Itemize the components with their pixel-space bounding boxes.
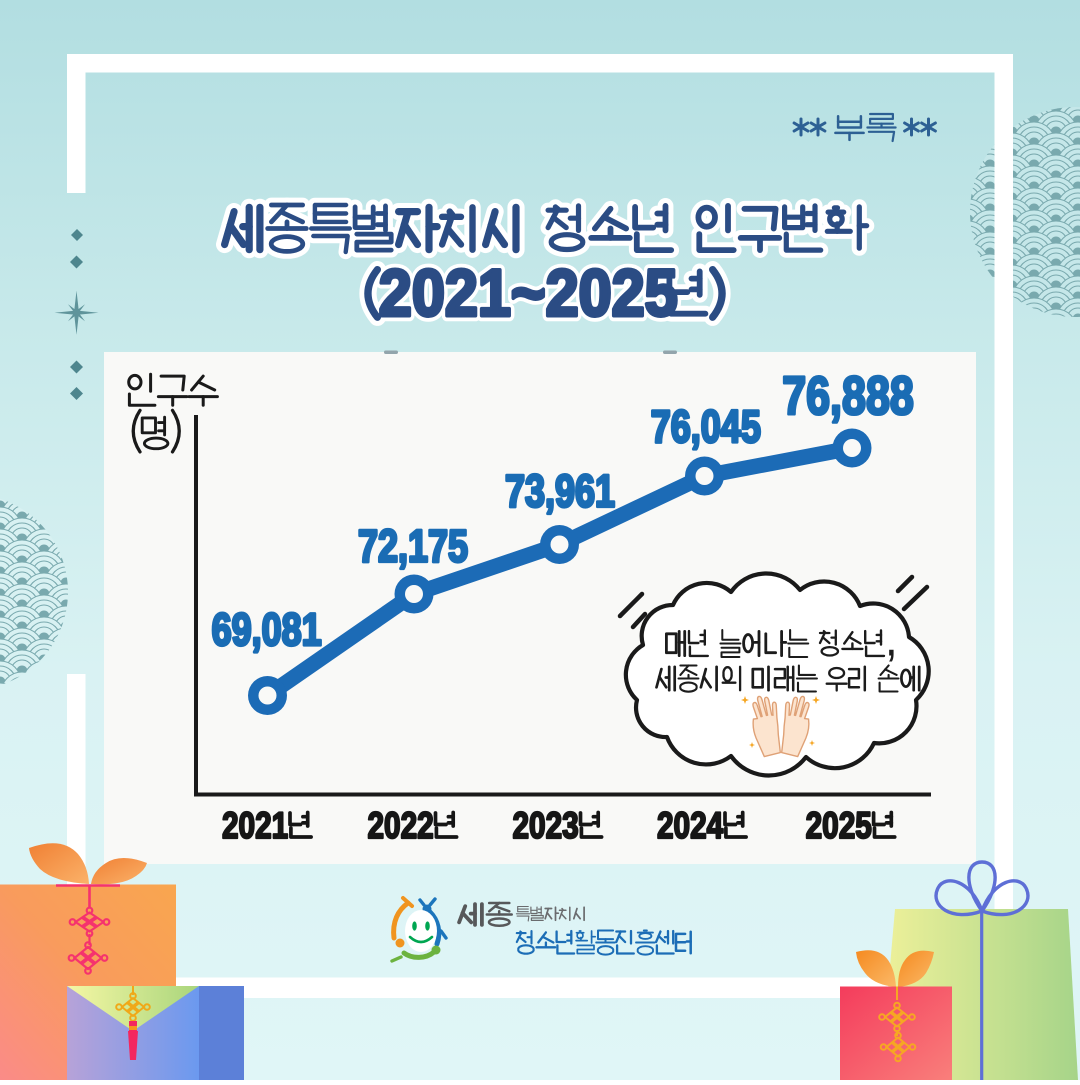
svg-text:69,081: 69,081 xyxy=(212,604,322,655)
svg-text:2024: 2024 xyxy=(657,806,723,847)
svg-text:2021~2025: 2021~2025 xyxy=(379,257,678,331)
svg-text:73,961: 73,961 xyxy=(505,466,615,517)
svg-text:2022: 2022 xyxy=(368,806,434,847)
svg-text:2023: 2023 xyxy=(513,806,579,847)
svg-text:,: , xyxy=(887,621,896,664)
svg-text:2021~2025: 2021~2025 xyxy=(379,257,678,331)
svg-text:76,045: 76,045 xyxy=(651,401,761,452)
svg-text:2025: 2025 xyxy=(806,806,872,847)
svg-text:76,888: 76,888 xyxy=(782,367,914,427)
svg-text:72,175: 72,175 xyxy=(358,521,468,572)
svg-text:2021: 2021 xyxy=(222,806,288,847)
